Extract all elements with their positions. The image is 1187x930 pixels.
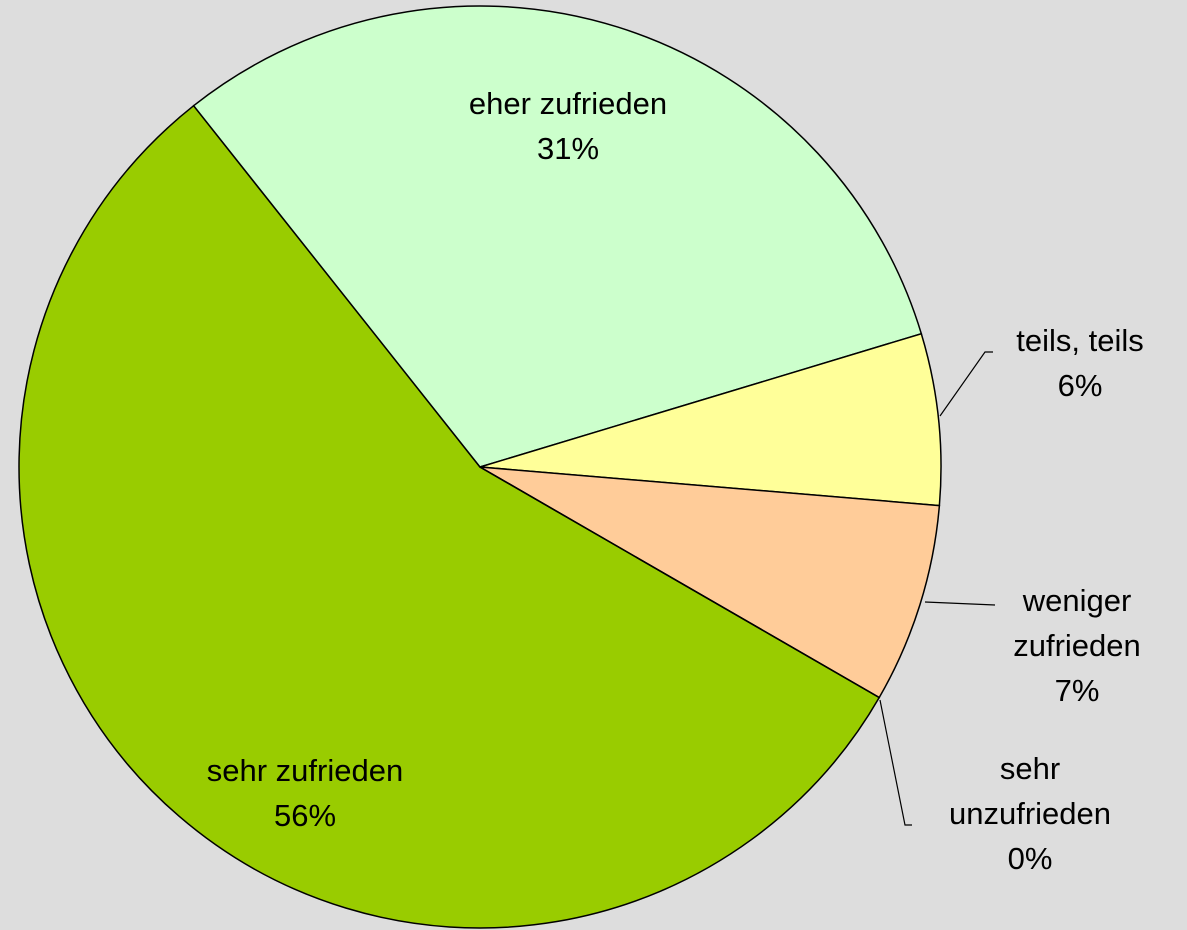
leader-line — [939, 351, 993, 417]
category-label: teils, teils — [1016, 323, 1144, 358]
data-label: sehr zufrieden 56% — [155, 748, 455, 838]
pie-slice — [479, 466, 941, 699]
category-label: sehr zufrieden — [206, 753, 404, 788]
pie-slice — [18, 104, 881, 929]
value-label: 6% — [1057, 368, 1103, 403]
leader-line — [879, 699, 912, 826]
pie-slice — [479, 332, 942, 507]
value-label: 0% — [1007, 841, 1053, 876]
category-label: eher zufrieden — [468, 86, 668, 121]
pie-slice — [192, 5, 923, 468]
value-label: 31% — [536, 131, 600, 166]
data-label: weniger zufrieden 7% — [982, 578, 1172, 713]
data-label: eher zufrieden 31% — [418, 81, 718, 171]
data-label: sehr unzufrieden 0% — [925, 746, 1135, 881]
value-label: 7% — [1054, 673, 1100, 708]
value-label: 56% — [273, 798, 337, 833]
leader-line — [924, 601, 996, 606]
category-label: weniger zufrieden — [1013, 583, 1141, 663]
data-label: teils, teils 6% — [975, 318, 1185, 408]
category-label: sehr unzufrieden — [948, 751, 1111, 831]
